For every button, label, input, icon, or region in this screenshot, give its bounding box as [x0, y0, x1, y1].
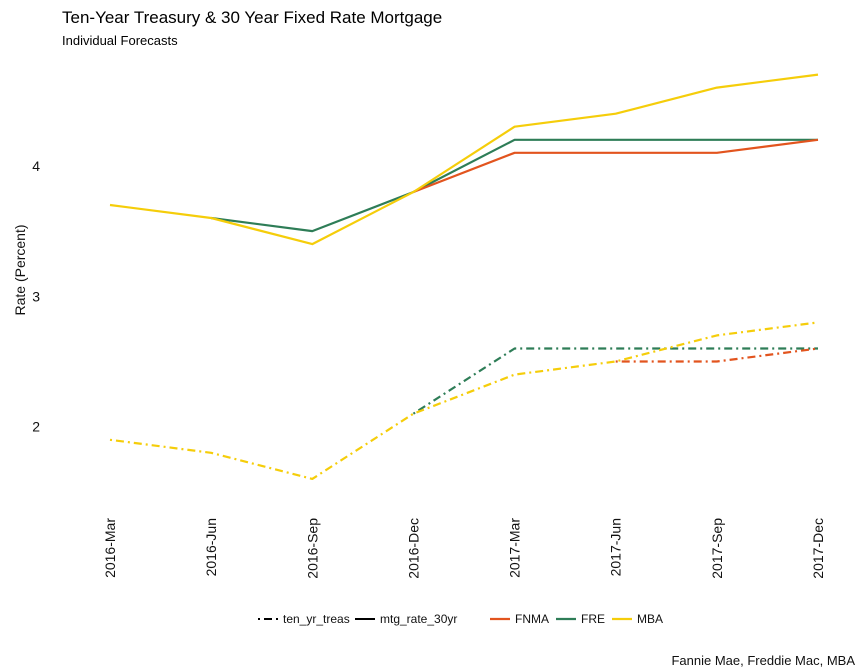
legend-label: mtg_rate_30yr	[380, 612, 457, 626]
y-axis-ticks: 2 3 4	[32, 158, 40, 435]
plot-area	[109, 73, 819, 480]
chart-caption: Fannie Mae, Freddie Mac, MBA	[671, 653, 855, 668]
x-tick-label: 2016-Dec	[405, 518, 421, 579]
chart-subtitle: Individual Forecasts	[62, 33, 178, 48]
y-tick-label: 4	[32, 158, 40, 174]
x-tick-label: 2017-Mar	[507, 518, 523, 578]
x-tick-label: 2016-Mar	[102, 518, 118, 578]
x-tick-label: 2017-Jun	[608, 518, 624, 576]
y-tick-label: 2	[32, 419, 40, 435]
y-tick-label: 3	[32, 288, 40, 304]
x-tick-label: 2017-Sep	[709, 518, 725, 579]
series-line-fnma-ten-yr-treas	[615, 347, 819, 363]
series-line-mba-ten-yr-treas	[109, 321, 819, 480]
x-tick-label: 2016-Sep	[304, 518, 320, 579]
series-line-mba-mtg-rate-30yr	[109, 73, 819, 246]
legend-label: FRE	[581, 612, 605, 626]
legend-label: FNMA	[515, 612, 549, 626]
series-line-fre-ten-yr-treas	[412, 347, 818, 415]
series-line-fnma-mtg-rate-30yr	[413, 138, 819, 194]
x-axis-ticks: 2016-Mar 2016-Jun 2016-Sep 2016-Dec 2017-Mar…	[102, 518, 826, 579]
y-axis-title: Rate (Percent)	[12, 224, 28, 315]
chart-title: Ten-Year Treasury & 30 Year Fixed Rate M…	[62, 8, 442, 27]
legend-label: MBA	[637, 612, 663, 626]
x-tick-label: 2016-Jun	[203, 518, 219, 576]
x-tick-label: 2017-Dec	[810, 518, 826, 579]
series-line-fre-mtg-rate-30yr	[210, 138, 818, 233]
legend: ten_yr_treas mtg_rate_30yr FNMA FRE MBA	[258, 612, 663, 626]
legend-label: ten_yr_treas	[283, 612, 350, 626]
